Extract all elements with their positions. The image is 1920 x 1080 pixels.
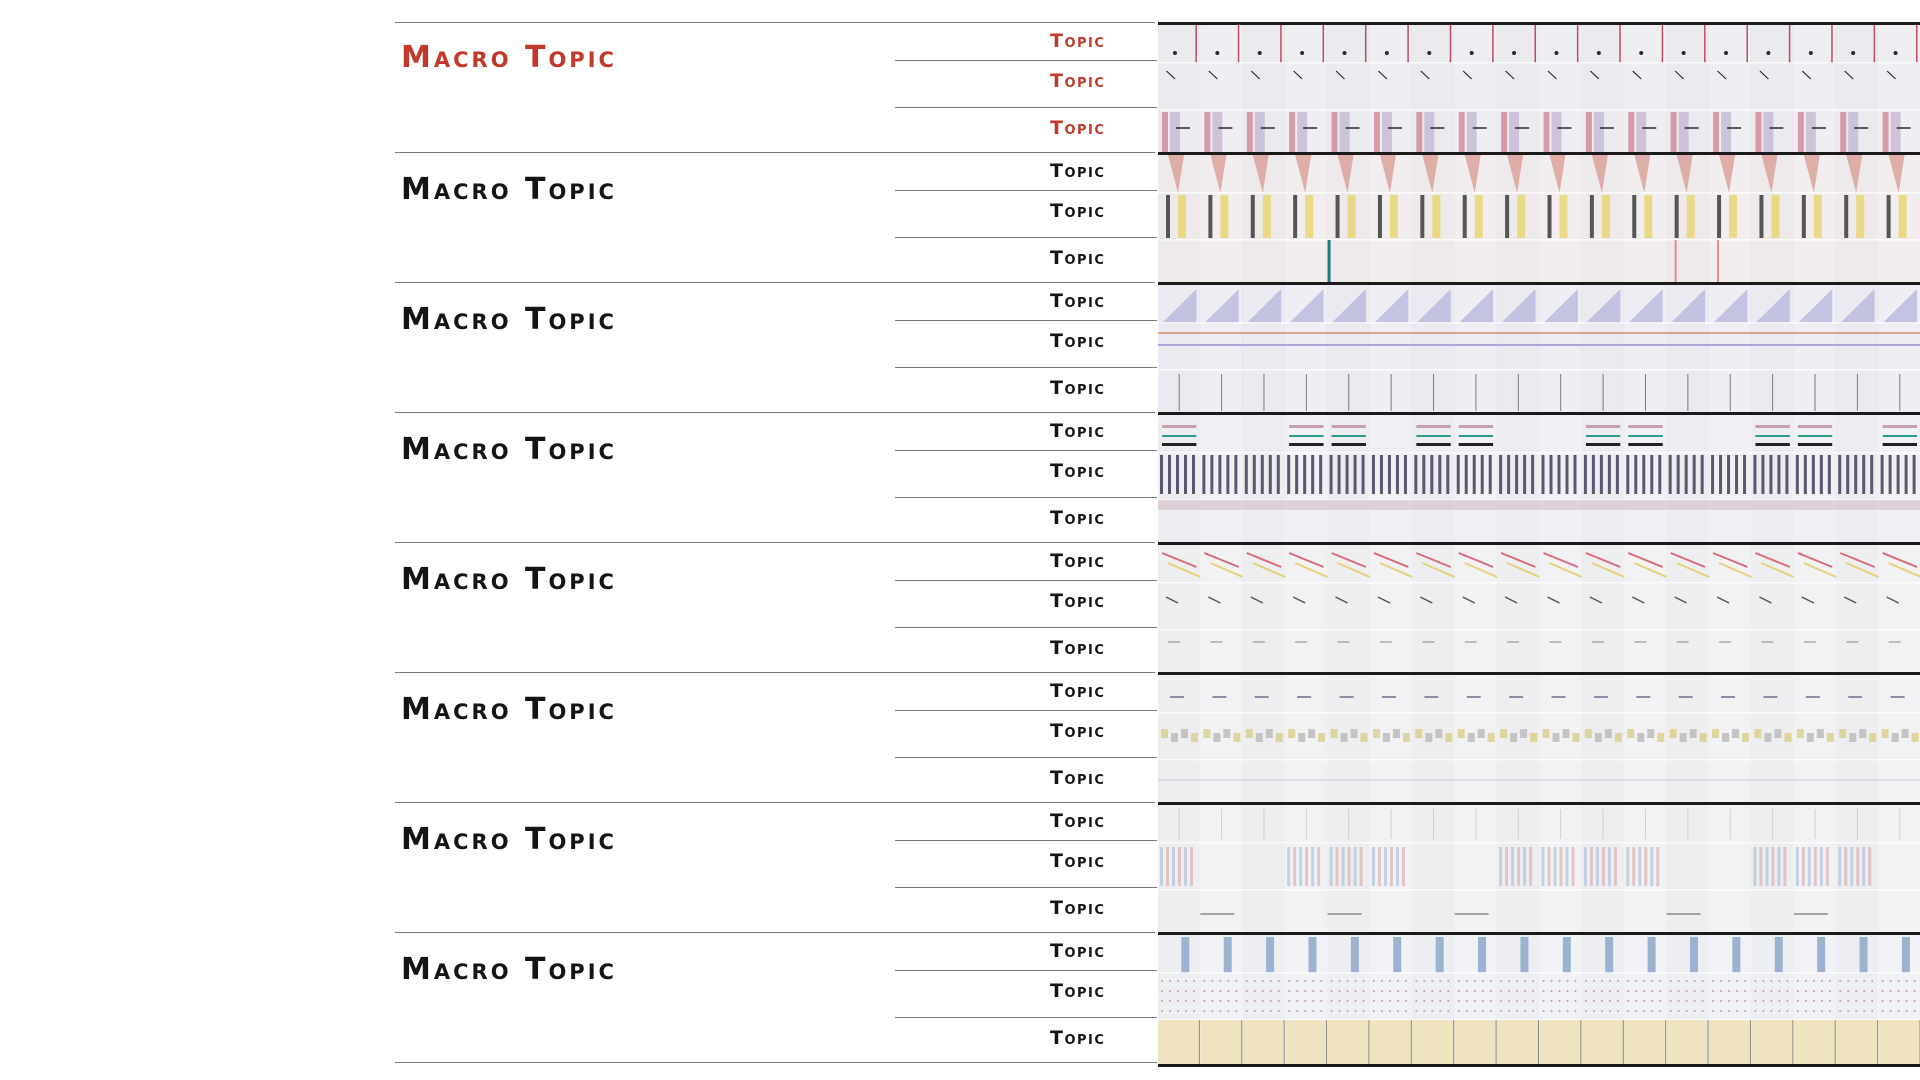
topic-thumbnail-strip[interactable] — [1158, 412, 1920, 545]
topic-label[interactable]: Topic — [1050, 897, 1106, 919]
topic-divider — [895, 627, 1157, 628]
section-divider — [395, 802, 1155, 803]
section-divider — [395, 22, 1155, 23]
macro-topic-label[interactable]: Macro Topic — [401, 562, 617, 597]
topic-label[interactable]: Topic — [1050, 377, 1106, 399]
macro-topic-label[interactable]: Macro Topic — [401, 692, 617, 727]
topic-divider — [895, 367, 1157, 368]
macro-topic-block: Macro Topic Topic Topic Topic — [395, 802, 1920, 935]
macro-topic-label[interactable]: Macro Topic — [401, 40, 617, 75]
topic-label[interactable]: Topic — [1050, 550, 1106, 572]
topic-divider — [895, 840, 1157, 841]
topic-label[interactable]: Topic — [1050, 460, 1106, 482]
topic-label[interactable]: Topic — [1050, 420, 1106, 442]
topic-divider — [895, 887, 1157, 888]
section-divider — [395, 412, 1155, 413]
macro-topic-block: Macro Topic Topic Topic Topic — [395, 22, 1920, 155]
topic-divider — [895, 1017, 1157, 1018]
topic-divider — [895, 497, 1157, 498]
topic-divider — [895, 320, 1157, 321]
section-divider — [395, 282, 1155, 283]
topic-label[interactable]: Topic — [1050, 850, 1106, 872]
section-divider — [395, 542, 1155, 543]
macro-topic-block: Macro Topic Topic Topic Topic — [395, 282, 1920, 415]
topic-label[interactable]: Topic — [1050, 940, 1106, 962]
strip-bottom-border — [1158, 1064, 1920, 1067]
topic-label[interactable]: Topic — [1050, 637, 1106, 659]
topic-divider — [895, 190, 1157, 191]
section-divider — [395, 672, 1155, 673]
macro-topic-block: Macro Topic Topic Topic Topic — [395, 542, 1920, 675]
topic-thumbnail-strip[interactable] — [1158, 22, 1920, 155]
section-divider — [395, 932, 1155, 933]
macro-topic-block: Macro Topic Topic Topic Topic — [395, 152, 1920, 285]
topic-thumbnail-strip[interactable] — [1158, 672, 1920, 805]
topic-divider — [895, 970, 1157, 971]
topic-thumbnail-strip[interactable] — [1158, 152, 1920, 285]
topic-label[interactable]: Topic — [1050, 767, 1106, 789]
macro-topic-block: Macro Topic Topic Topic Topic — [395, 412, 1920, 545]
topic-label[interactable]: Topic — [1050, 1027, 1106, 1049]
topic-divider — [895, 60, 1157, 61]
topic-divider — [895, 450, 1157, 451]
macro-topic-label[interactable]: Macro Topic — [401, 952, 617, 987]
topic-label[interactable]: Topic — [1050, 30, 1106, 52]
macro-topic-block: Macro Topic Topic Topic Topic — [395, 672, 1920, 805]
topic-thumbnail-strip[interactable] — [1158, 542, 1920, 675]
topic-label[interactable]: Topic — [1050, 117, 1106, 139]
macro-topic-label[interactable]: Macro Topic — [401, 302, 617, 337]
topic-label[interactable]: Topic — [1050, 980, 1106, 1002]
topic-label[interactable]: Topic — [1050, 247, 1106, 269]
topic-divider — [895, 237, 1157, 238]
topic-label[interactable]: Topic — [1050, 720, 1106, 742]
topic-label[interactable]: Topic — [1050, 810, 1106, 832]
macro-topic-label[interactable]: Macro Topic — [401, 822, 617, 857]
topic-label[interactable]: Topic — [1050, 590, 1106, 612]
topic-divider — [895, 107, 1157, 108]
topic-label[interactable]: Topic — [1050, 70, 1106, 92]
topic-label[interactable]: Topic — [1050, 330, 1106, 352]
topic-label[interactable]: Topic — [1050, 200, 1106, 222]
topic-label[interactable]: Topic — [1050, 290, 1106, 312]
topic-label[interactable]: Topic — [1050, 160, 1106, 182]
topic-divider — [895, 710, 1157, 711]
topic-divider — [895, 757, 1157, 758]
topic-label[interactable]: Topic — [1050, 680, 1106, 702]
topic-thumbnail-strip[interactable] — [1158, 932, 1920, 1065]
topic-thumbnail-strip[interactable] — [1158, 802, 1920, 935]
topic-label[interactable]: Topic — [1050, 507, 1106, 529]
section-divider — [395, 1062, 1157, 1063]
macro-topic-label[interactable]: Macro Topic — [401, 172, 617, 207]
topic-thumbnail-strip[interactable] — [1158, 282, 1920, 415]
macro-topic-label[interactable]: Macro Topic — [401, 432, 617, 467]
macro-topic-block: Macro Topic Topic Topic Topic — [395, 932, 1920, 1065]
topic-divider — [895, 580, 1157, 581]
section-divider — [395, 152, 1155, 153]
